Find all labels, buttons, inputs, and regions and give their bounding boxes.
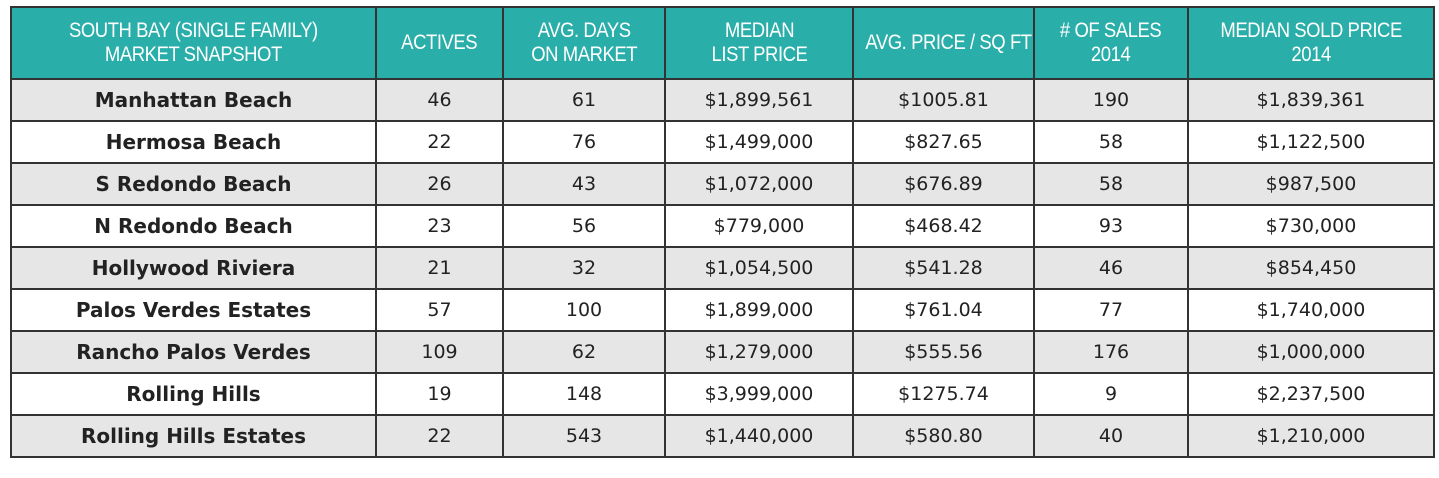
column-header-avg-days-on-market: AVG. DAYS ON MARKET (502, 6, 666, 80)
cell-num-sales-2014: 93 (1033, 204, 1189, 248)
cell-median-list-price: $1,440,000 (664, 414, 854, 458)
cell-actives: 57 (375, 288, 504, 332)
area-name-cell: Rolling Hills (10, 372, 377, 416)
cell-median-list-price: $1,279,000 (664, 330, 854, 374)
cell-num-sales-2014: 77 (1033, 288, 1189, 332)
cell-median-sold-price-2014: $2,237,500 (1187, 372, 1435, 416)
cell-avg-days-on-market: 56 (502, 204, 666, 248)
area-name-cell: Palos Verdes Estates (10, 288, 377, 332)
table-body: Manhattan Beach 46 61 $1,899,561 $1005.81 190… (10, 78, 1435, 458)
column-header-avg-price-per-sqft: AVG. PRICE / SQ FT (852, 6, 1035, 80)
table-header: SOUTH BAY (SINGLE FAMILY) MARKET SNAPSHO… (10, 6, 1435, 80)
cell-median-sold-price-2014: $730,000 (1187, 204, 1435, 248)
market-snapshot-table: SOUTH BAY (SINGLE FAMILY) MARKET SNAPSHO… (10, 6, 1435, 458)
cell-median-sold-price-2014: $1,740,000 (1187, 288, 1435, 332)
column-header-line: 2014 (1091, 43, 1131, 66)
cell-num-sales-2014: 58 (1033, 162, 1189, 206)
area-name-cell: Rancho Palos Verdes (10, 330, 377, 374)
cell-median-sold-price-2014: $1,000,000 (1187, 330, 1435, 374)
cell-median-sold-price-2014: $1,839,361 (1187, 78, 1435, 122)
cell-num-sales-2014: 40 (1033, 414, 1189, 458)
column-header-line: AVG. PRICE / SQ FT (865, 31, 1032, 54)
cell-actives: 26 (375, 162, 504, 206)
table-title-line-1: SOUTH BAY (SINGLE FAMILY) (69, 19, 318, 42)
column-header-line: LIST PRICE (711, 43, 807, 66)
table-title-line-2: MARKET SNAPSHOT (105, 43, 282, 66)
cell-num-sales-2014: 176 (1033, 330, 1189, 374)
column-header-line: MEDIAN (724, 19, 794, 42)
cell-median-list-price: $1,054,500 (664, 246, 854, 290)
column-header-actives: ACTIVES (375, 6, 504, 80)
area-name-cell: N Redondo Beach (10, 204, 377, 248)
table-title-cell: SOUTH BAY (SINGLE FAMILY) MARKET SNAPSHO… (10, 6, 377, 80)
cell-median-sold-price-2014: $1,122,500 (1187, 120, 1435, 164)
area-name-cell: Hollywood Riviera (10, 246, 377, 290)
column-header-num-sales-2014: # OF SALES 2014 (1033, 6, 1189, 80)
cell-avg-price-per-sqft: $827.65 (852, 120, 1035, 164)
table-row: Manhattan Beach 46 61 $1,899,561 $1005.81 190… (10, 78, 1435, 122)
cell-actives: 46 (375, 78, 504, 122)
cell-avg-days-on-market: 43 (502, 162, 666, 206)
cell-median-sold-price-2014: $987,500 (1187, 162, 1435, 206)
cell-median-list-price: $779,000 (664, 204, 854, 248)
column-header-median-sold-price-2014: MEDIAN SOLD PRICE 2014 (1187, 6, 1435, 80)
table-row: Hollywood Riviera 21 32 $1,054,500 $541.28 46… (10, 246, 1435, 290)
cell-avg-days-on-market: 62 (502, 330, 666, 374)
cell-avg-days-on-market: 76 (502, 120, 666, 164)
cell-num-sales-2014: 58 (1033, 120, 1189, 164)
cell-num-sales-2014: 190 (1033, 78, 1189, 122)
table-row: Rolling Hills Estates 22 543 $1,440,000 $580… (10, 414, 1435, 458)
cell-median-sold-price-2014: $854,450 (1187, 246, 1435, 290)
cell-actives: 22 (375, 120, 504, 164)
column-header-line: ON MARKET (531, 43, 637, 66)
table-row: Palos Verdes Estates 57 100 $1,899,000 $761.… (10, 288, 1435, 332)
table-row: S Redondo Beach 26 43 $1,072,000 $676.89 58 $9… (10, 162, 1435, 206)
cell-avg-days-on-market: 61 (502, 78, 666, 122)
area-name-cell: Manhattan Beach (10, 78, 377, 122)
cell-actives: 22 (375, 414, 504, 458)
column-header-line: 2014 (1291, 43, 1331, 66)
header-row: SOUTH BAY (SINGLE FAMILY) MARKET SNAPSHO… (10, 6, 1435, 80)
cell-avg-price-per-sqft: $1275.74 (852, 372, 1035, 416)
cell-median-list-price: $1,899,561 (664, 78, 854, 122)
area-name-cell: S Redondo Beach (10, 162, 377, 206)
table-row: Rolling Hills 19 148 $3,999,000 $1275.74 9 $2,… (10, 372, 1435, 416)
cell-avg-price-per-sqft: $1005.81 (852, 78, 1035, 122)
table-row: Hermosa Beach 22 76 $1,499,000 $827.65 58 $1,1… (10, 120, 1435, 164)
cell-avg-price-per-sqft: $541.28 (852, 246, 1035, 290)
cell-avg-days-on-market: 32 (502, 246, 666, 290)
cell-actives: 23 (375, 204, 504, 248)
area-name-cell: Rolling Hills Estates (10, 414, 377, 458)
cell-actives: 21 (375, 246, 504, 290)
cell-avg-days-on-market: 543 (502, 414, 666, 458)
cell-num-sales-2014: 9 (1033, 372, 1189, 416)
cell-avg-price-per-sqft: $676.89 (852, 162, 1035, 206)
cell-avg-price-per-sqft: $761.04 (852, 288, 1035, 332)
cell-median-list-price: $3,999,000 (664, 372, 854, 416)
cell-avg-days-on-market: 148 (502, 372, 666, 416)
cell-avg-price-per-sqft: $555.56 (852, 330, 1035, 374)
area-name-cell: Hermosa Beach (10, 120, 377, 164)
column-header-line: # OF SALES (1060, 19, 1162, 42)
cell-avg-price-per-sqft: $580.80 (852, 414, 1035, 458)
column-header-median-list-price: MEDIAN LIST PRICE (664, 6, 854, 80)
table-row: Rancho Palos Verdes 109 62 $1,279,000 $555.5… (10, 330, 1435, 374)
cell-median-list-price: $1,072,000 (664, 162, 854, 206)
column-header-line: AVG. DAYS (537, 19, 631, 42)
cell-avg-price-per-sqft: $468.42 (852, 204, 1035, 248)
cell-median-sold-price-2014: $1,210,000 (1187, 414, 1435, 458)
column-header-line: ACTIVES (401, 31, 478, 54)
column-header-line: MEDIAN SOLD PRICE (1220, 19, 1402, 42)
cell-avg-days-on-market: 100 (502, 288, 666, 332)
table-row: N Redondo Beach 23 56 $779,000 $468.42 93 $730… (10, 204, 1435, 248)
cell-num-sales-2014: 46 (1033, 246, 1189, 290)
cell-median-list-price: $1,899,000 (664, 288, 854, 332)
cell-median-list-price: $1,499,000 (664, 120, 854, 164)
cell-actives: 109 (375, 330, 504, 374)
cell-actives: 19 (375, 372, 504, 416)
